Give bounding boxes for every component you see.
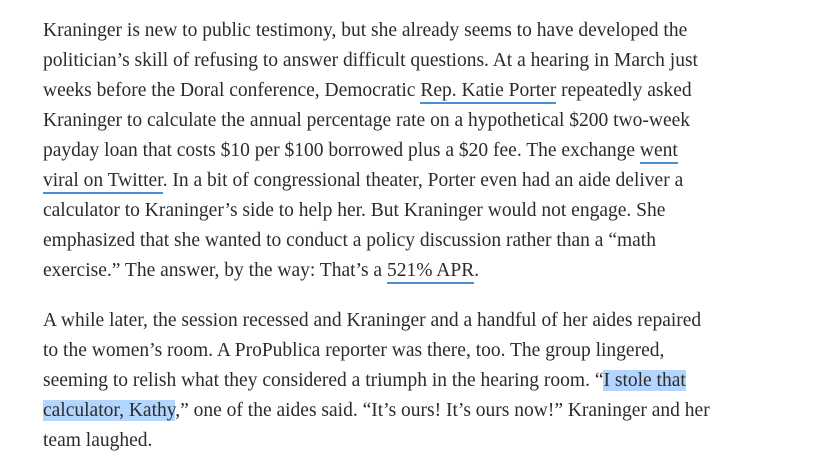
text-line: weeks before the Doral conference, Democ… (43, 76, 823, 106)
text: to the women’s room. A ProPublica report… (43, 340, 665, 361)
text-line: team laughed. (43, 426, 823, 456)
text: team laughed. (43, 430, 153, 451)
text-line: calculator, Kathy,” one of the aides sai… (43, 396, 823, 426)
highlighted-text: I stole that (603, 370, 686, 391)
text: A while later, the session recessed and … (43, 310, 702, 331)
text: politician’s skill of refusing to answer… (43, 50, 698, 71)
article-body: Kraninger is new to public testimony, bu… (43, 16, 823, 476)
text: payday loan that costs $10 per $100 borr… (43, 140, 640, 161)
text-line: A while later, the session recessed and … (43, 306, 823, 336)
text: . (474, 260, 480, 281)
text: ,” one of the aides said. “It’s ours! It… (175, 400, 710, 421)
link[interactable]: went (639, 140, 678, 164)
link[interactable]: Rep. Katie Porter (420, 80, 557, 104)
text: Kraninger to calculate the annual percen… (43, 110, 691, 131)
text-line: politician’s skill of refusing to answer… (43, 46, 823, 76)
text: emphasized that she wanted to conduct a … (43, 230, 656, 251)
text: . In a bit of congressional theater, Por… (162, 170, 684, 191)
text-line: Kraninger to calculate the annual percen… (43, 106, 823, 136)
text: Kraninger is new to public testimony, bu… (43, 20, 688, 41)
paragraph: A while later, the session recessed and … (43, 306, 823, 456)
paragraph: Kraninger is new to public testimony, bu… (43, 16, 823, 286)
text: seeming to relish what they considered a… (43, 370, 604, 391)
text-line: emphasized that she wanted to conduct a … (43, 226, 823, 256)
link[interactable]: 521% APR (386, 260, 475, 284)
text-line: payday loan that costs $10 per $100 borr… (43, 136, 823, 166)
highlighted-text: calculator, Kathy (43, 400, 176, 421)
text-line: viral on Twitter. In a bit of congressio… (43, 166, 823, 196)
text-line: to the women’s room. A ProPublica report… (43, 336, 823, 366)
text-line: exercise.” The answer, by the way: That’… (43, 256, 823, 286)
text-line: Kraninger is new to public testimony, bu… (43, 16, 823, 46)
link[interactable]: viral on Twitter (43, 170, 163, 194)
text-line: calculator to Kraninger’s side to help h… (43, 196, 823, 226)
text-line: seeming to relish what they considered a… (43, 366, 823, 396)
text: weeks before the Doral conference, Democ… (43, 80, 421, 101)
text: exercise.” The answer, by the way: That’… (43, 260, 387, 281)
text: calculator to Kraninger’s side to help h… (43, 200, 666, 221)
text: repeatedly asked (556, 80, 692, 101)
